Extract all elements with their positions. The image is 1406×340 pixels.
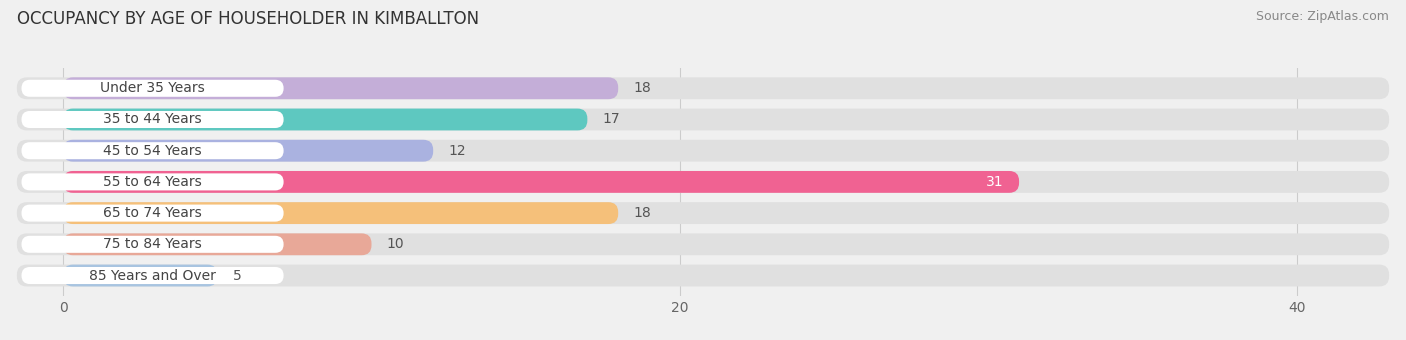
FancyBboxPatch shape bbox=[63, 265, 218, 286]
FancyBboxPatch shape bbox=[17, 171, 1389, 193]
FancyBboxPatch shape bbox=[21, 267, 284, 284]
Text: OCCUPANCY BY AGE OF HOUSEHOLDER IN KIMBALLTON: OCCUPANCY BY AGE OF HOUSEHOLDER IN KIMBA… bbox=[17, 10, 479, 28]
FancyBboxPatch shape bbox=[63, 233, 371, 255]
FancyBboxPatch shape bbox=[63, 108, 588, 131]
Text: 31: 31 bbox=[986, 175, 1004, 189]
Text: 35 to 44 Years: 35 to 44 Years bbox=[103, 113, 202, 126]
Text: 65 to 74 Years: 65 to 74 Years bbox=[103, 206, 202, 220]
FancyBboxPatch shape bbox=[21, 205, 284, 222]
Text: 18: 18 bbox=[634, 206, 651, 220]
FancyBboxPatch shape bbox=[17, 202, 1389, 224]
FancyBboxPatch shape bbox=[17, 233, 1389, 255]
FancyBboxPatch shape bbox=[63, 140, 433, 161]
FancyBboxPatch shape bbox=[21, 173, 284, 190]
FancyBboxPatch shape bbox=[17, 140, 1389, 161]
FancyBboxPatch shape bbox=[17, 108, 1389, 131]
Text: 17: 17 bbox=[603, 113, 620, 126]
FancyBboxPatch shape bbox=[63, 202, 619, 224]
FancyBboxPatch shape bbox=[17, 78, 1389, 99]
Text: 85 Years and Over: 85 Years and Over bbox=[89, 269, 217, 283]
Text: 55 to 64 Years: 55 to 64 Years bbox=[103, 175, 202, 189]
Text: 5: 5 bbox=[233, 269, 242, 283]
FancyBboxPatch shape bbox=[21, 236, 284, 253]
Text: 45 to 54 Years: 45 to 54 Years bbox=[103, 144, 202, 158]
FancyBboxPatch shape bbox=[17, 265, 1389, 286]
FancyBboxPatch shape bbox=[63, 78, 619, 99]
FancyBboxPatch shape bbox=[63, 171, 1019, 193]
Text: 75 to 84 Years: 75 to 84 Years bbox=[103, 237, 202, 251]
FancyBboxPatch shape bbox=[21, 142, 284, 159]
Text: 12: 12 bbox=[449, 144, 467, 158]
Text: Under 35 Years: Under 35 Years bbox=[100, 81, 205, 95]
Text: 10: 10 bbox=[387, 237, 405, 251]
Text: 18: 18 bbox=[634, 81, 651, 95]
Text: Source: ZipAtlas.com: Source: ZipAtlas.com bbox=[1256, 10, 1389, 23]
FancyBboxPatch shape bbox=[21, 80, 284, 97]
FancyBboxPatch shape bbox=[21, 111, 284, 128]
